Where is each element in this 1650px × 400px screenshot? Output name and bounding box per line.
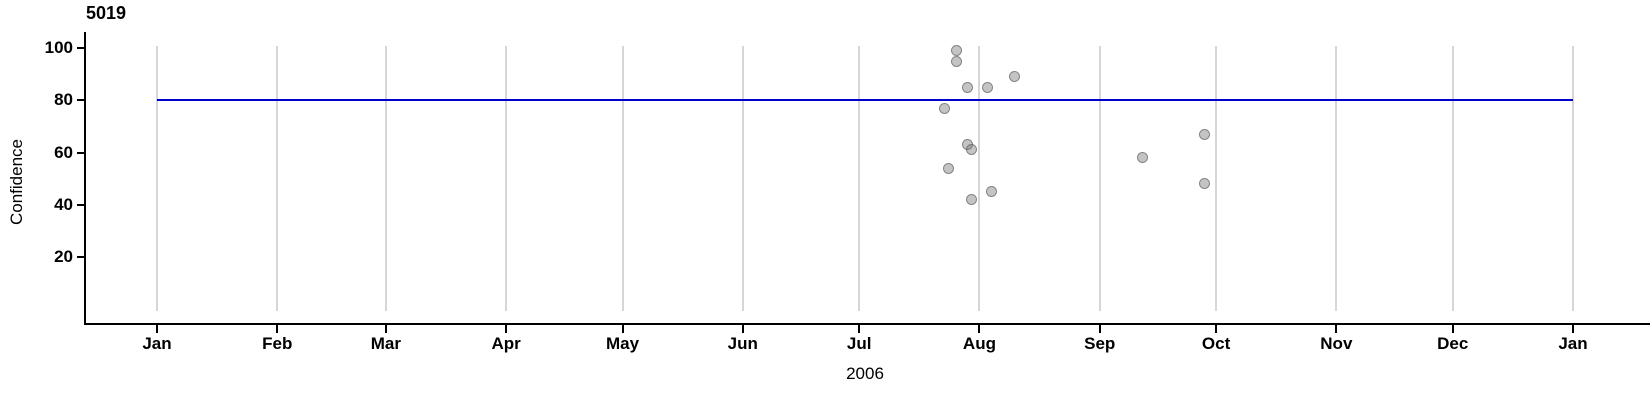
x-tick-label: Feb <box>262 334 293 353</box>
x-axis-label: 2006 <box>846 364 884 383</box>
month-gridline <box>505 46 508 311</box>
month-gridline <box>156 46 158 311</box>
y-tick-mark <box>77 47 85 49</box>
x-tick-label: Apr <box>491 334 521 353</box>
month-gridline <box>276 46 279 311</box>
month-gridline <box>1098 46 1101 311</box>
x-tick-label: Aug <box>962 334 996 353</box>
month-gridline <box>1572 46 1574 311</box>
data-point <box>981 81 993 93</box>
data-point <box>1008 71 1020 83</box>
x-tick-mark <box>1572 325 1574 333</box>
y-tick-mark <box>77 99 85 102</box>
x-tick-mark <box>384 325 387 333</box>
x-tick-label: Oct <box>1201 334 1231 353</box>
y-axis-line <box>84 32 86 325</box>
y-tick-label: 80 <box>54 90 73 110</box>
x-tick-mark <box>156 325 158 333</box>
x-tick-mark <box>1451 325 1454 333</box>
month-gridline <box>621 46 624 311</box>
x-tick-label: Sep <box>1084 334 1116 353</box>
month-gridline <box>741 46 744 311</box>
data-point <box>1198 128 1210 140</box>
month-gridline <box>858 46 861 311</box>
data-point <box>1136 152 1148 164</box>
y-tick-label: 60 <box>54 142 73 162</box>
data-point <box>962 81 974 93</box>
x-tick-mark <box>276 325 279 333</box>
x-tick-mark <box>1335 325 1338 333</box>
x-tick-label: Jan <box>142 334 172 353</box>
data-point <box>966 194 978 206</box>
month-gridline <box>1451 46 1454 311</box>
data-point <box>966 144 978 156</box>
x-tick-mark <box>741 325 744 333</box>
x-tick-mark <box>858 325 861 333</box>
x-tick-label: Nov <box>1320 334 1353 353</box>
x-tick-label: Jun <box>727 334 758 353</box>
y-tick-label: 20 <box>54 247 73 267</box>
y-tick-mark <box>77 256 85 259</box>
data-point <box>942 162 954 174</box>
x-tick-mark <box>505 325 508 333</box>
x-tick-label: Mar <box>370 334 401 353</box>
month-gridline <box>978 46 981 311</box>
y-tick-label: 40 <box>54 194 73 214</box>
y-tick-label: 100 <box>44 38 73 57</box>
x-tick-mark <box>1215 325 1218 333</box>
x-tick-label: Jan <box>1558 334 1588 353</box>
x-tick-label: Jul <box>846 334 872 353</box>
y-tick-mark <box>77 203 85 206</box>
x-tick-mark <box>1098 325 1101 333</box>
x-tick-label: May <box>605 334 640 353</box>
y-tick-mark <box>77 151 85 154</box>
data-point <box>950 55 962 67</box>
data-point <box>985 186 997 198</box>
x-axis-line <box>84 323 1650 325</box>
data-point <box>939 102 951 114</box>
reference-line <box>157 99 1573 102</box>
month-gridline <box>1215 46 1218 311</box>
x-tick-label: Dec <box>1437 334 1469 353</box>
data-point <box>1198 178 1210 190</box>
month-gridline <box>1335 46 1338 311</box>
x-tick-mark <box>978 325 981 333</box>
x-tick-mark <box>621 325 624 333</box>
month-gridline <box>384 46 387 311</box>
chart-title: 5019 <box>86 3 127 23</box>
data-point <box>950 45 962 57</box>
